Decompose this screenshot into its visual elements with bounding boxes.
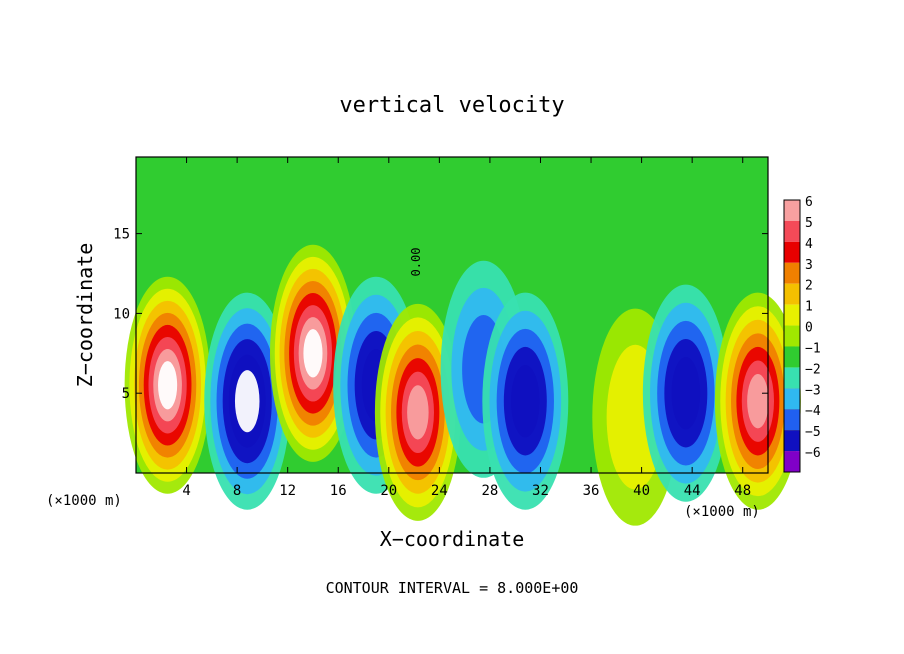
colorbar-swatch	[784, 304, 800, 326]
contour-interval-note: CONTOUR INTERVAL = 8.000E+00	[326, 579, 579, 597]
colorbar-swatch	[784, 262, 800, 284]
x-tick-label: 8	[233, 483, 241, 499]
x-tick-label: 40	[633, 483, 650, 499]
contour-label: 0.00	[409, 248, 423, 277]
colorbar-tick-label: 4	[805, 237, 813, 252]
colorbar-swatch	[784, 200, 800, 221]
colorbar-swatch	[784, 325, 800, 347]
colorbar-swatch	[784, 409, 800, 431]
x-axis-label: X−coordinate	[380, 527, 525, 551]
colorbar-swatch	[784, 451, 800, 472]
colorbar-tick-label: −4	[805, 404, 821, 419]
colorbar-swatch	[784, 388, 800, 410]
colorbar-tick-label: −2	[805, 362, 821, 377]
colorbar-swatch	[784, 241, 800, 263]
field-contour-fill	[671, 357, 701, 430]
colorbar-tick-label: −1	[805, 341, 821, 356]
colorbar-tick-label: 1	[805, 300, 813, 315]
y-tick-label: 5	[122, 386, 130, 402]
field-contour-fill	[303, 329, 323, 378]
colorbar-tick-label: 0	[805, 321, 813, 336]
x-tick-label: 4	[182, 483, 190, 499]
colorbar: 6 5 4 3 2 1 0 −1 −2 −3 −4 −5 −6	[783, 195, 821, 473]
x-tick-label: 12	[279, 483, 296, 499]
colorbar-swatch	[784, 430, 800, 452]
colorbar-tick-label: −3	[805, 383, 821, 398]
field-contour-fill	[158, 361, 178, 410]
colorbar-tick-label: 6	[805, 195, 813, 210]
colorbar-frame	[783, 199, 801, 473]
y-tick-label: 15	[113, 227, 130, 243]
x-tick-label: 28	[481, 483, 498, 499]
field-contour-fill	[407, 385, 429, 440]
colorbar-tick-label: −5	[805, 425, 821, 440]
colorbar-tick-label: 2	[805, 279, 813, 294]
x-tick-label: 32	[532, 483, 549, 499]
colorbar-tick-label: 3	[805, 258, 813, 273]
x-unit-left: (×1000 m)	[46, 493, 122, 509]
field-contour-fill	[234, 370, 260, 433]
field-contour-fill	[510, 365, 540, 438]
colorbar-swatch	[784, 346, 800, 368]
colorbar-swatch	[784, 283, 800, 305]
colorbar-swatch	[784, 367, 800, 389]
x-tick-label: 20	[380, 483, 397, 499]
colorbar-tick-label: 5	[805, 216, 813, 231]
plot-frame	[135, 156, 769, 474]
x-tick-label: 16	[330, 483, 347, 499]
x-tick-label: 44	[684, 483, 701, 499]
field-contour-fill	[747, 374, 769, 429]
chart-title: vertical velocity	[339, 93, 564, 118]
colorbar-tick-label: −6	[805, 446, 821, 461]
x-tick-label: 24	[431, 483, 448, 499]
y-axis-label: Z−coordinate	[73, 243, 97, 388]
x-unit-right: (×1000 m)	[684, 504, 760, 520]
x-tick-label: 36	[583, 483, 600, 499]
y-tick-label: 10	[113, 306, 130, 322]
colorbar-swatch	[784, 220, 800, 242]
x-tick-label: 48	[734, 483, 751, 499]
